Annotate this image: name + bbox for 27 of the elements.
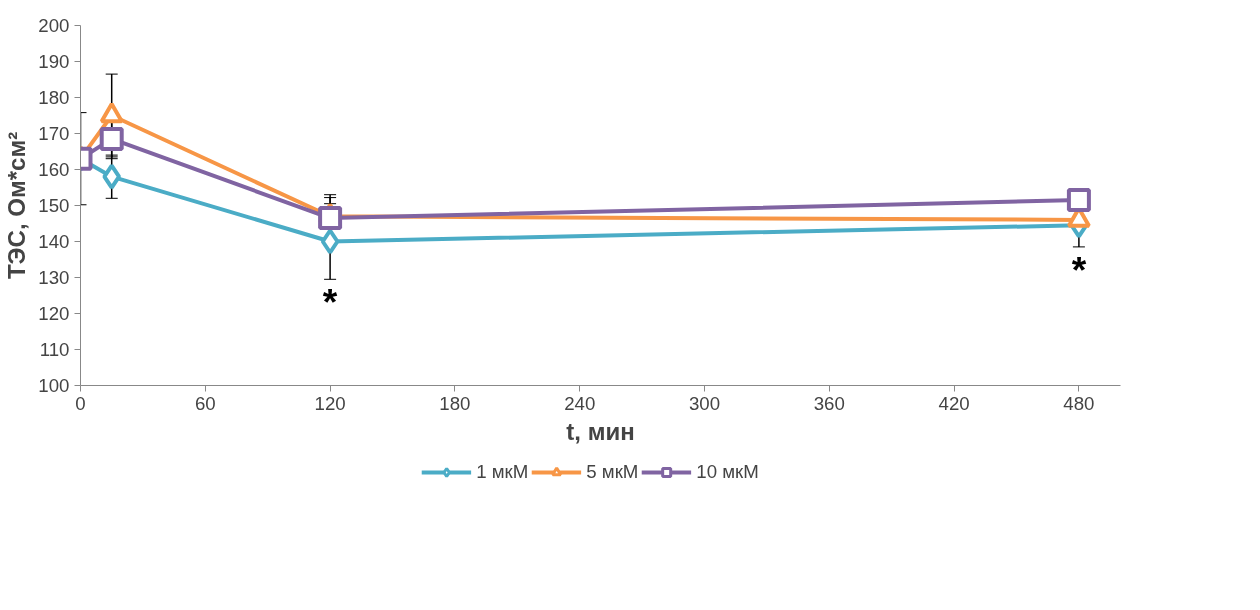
x-axis-title: t, мин <box>566 417 635 445</box>
y-axis-title: ТЭС, Ом*см² <box>3 131 31 280</box>
legend-label: 5 мкМ <box>586 461 639 483</box>
y-tick-label: 200 <box>38 15 70 36</box>
x-tick-label: 60 <box>194 392 216 414</box>
annotation: * <box>322 281 338 324</box>
x-tick-label: 420 <box>938 392 970 414</box>
y-tick-label: 180 <box>38 87 70 108</box>
x-tick-label: 180 <box>439 392 471 414</box>
y-tick-label: 110 <box>39 339 70 360</box>
x-tick-label: 300 <box>688 392 721 414</box>
y-tick-label: 160 <box>38 159 70 180</box>
y-tick-label: 150 <box>38 195 70 216</box>
y-tick-label: 120 <box>38 303 70 324</box>
x-tick-label: 240 <box>564 392 596 414</box>
y-tick-label: 100 <box>38 375 70 396</box>
x-tick-label: 360 <box>813 392 845 414</box>
legend-label: 1 мкМ <box>476 461 529 483</box>
x-tick-label: 0 <box>75 392 86 414</box>
x-tick-label: 120 <box>314 392 346 414</box>
annotation: * <box>1071 248 1087 291</box>
x-tick-label: 480 <box>1063 392 1095 414</box>
legend-label: 10 мкМ <box>696 461 759 483</box>
y-tick-label: 130 <box>38 267 70 288</box>
y-tick-label: 170 <box>38 123 70 144</box>
y-tick-label: 190 <box>38 51 70 72</box>
y-tick-label: 140 <box>38 231 70 252</box>
